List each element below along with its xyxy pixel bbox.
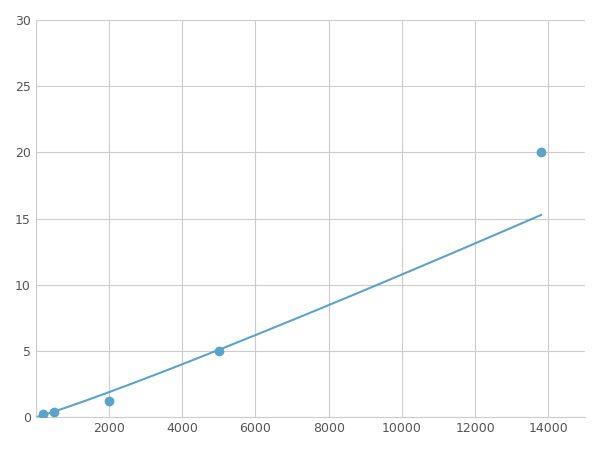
Point <box>49 408 59 415</box>
Point <box>536 149 546 156</box>
Point <box>38 411 48 418</box>
Point <box>214 347 224 355</box>
Point <box>104 398 114 405</box>
